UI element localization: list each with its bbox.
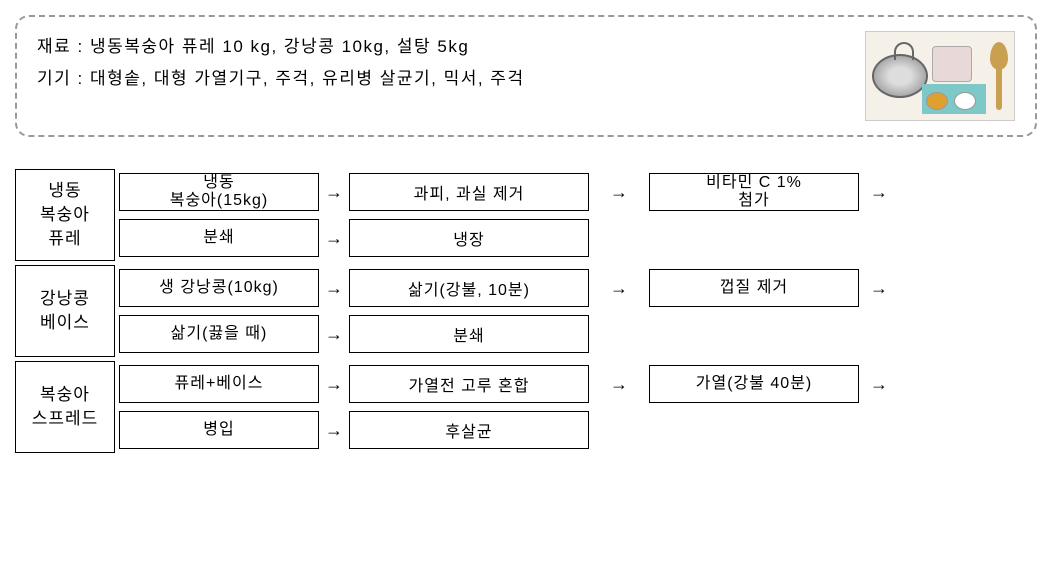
ingredients-line: 재료 : 냉동복숭아 퓨레 10 kg, 강낭콩 10kg, 설탕 5kg: [37, 31, 525, 63]
group-rows: 생 강낭콩(10kg)→삶기(강불, 10분)→껍질 제거→삶기(끓을 때)→분…: [115, 265, 1037, 357]
step-box: 후살균: [349, 411, 589, 449]
info-text: 재료 : 냉동복숭아 퓨레 10 kg, 강낭콩 10kg, 설탕 5kg 기기…: [37, 31, 525, 96]
arrow-icon: →: [589, 182, 649, 203]
equipment-line: 기기 : 대형솥, 대형 가열기구, 주걱, 유리병 살균기, 믹서, 주걱: [37, 63, 525, 95]
group-label: 강낭콩 베이스: [15, 265, 115, 357]
arrow-icon: →: [319, 374, 349, 395]
spoon-icon: [990, 42, 1008, 70]
flow-row: 생 강낭콩(10kg)→삶기(강불, 10분)→껍질 제거→: [115, 267, 1037, 309]
step-box: 삶기(강불, 10분): [349, 269, 589, 307]
pan-icon: [872, 54, 928, 98]
info-box: 재료 : 냉동복숭아 퓨레 10 kg, 강낭콩 10kg, 설탕 5kg 기기…: [15, 15, 1037, 137]
flow-row: 병입→후살균: [115, 409, 1037, 451]
group-label: 복숭아 스프레드: [15, 361, 115, 453]
arrow-icon: →: [319, 182, 349, 203]
step-box: 퓨레+베이스: [119, 365, 319, 403]
small-bowl2-icon: [954, 92, 976, 110]
ingredients-text: 냉동복숭아 퓨레 10 kg, 강낭콩 10kg, 설탕 5kg: [90, 37, 469, 56]
flow-group: 복숭아 스프레드퓨레+베이스→가열전 고루 혼합→가열(강불 40분)→병입→후…: [15, 361, 1037, 453]
flow-row: 삶기(끓을 때)→분쇄: [115, 313, 1037, 355]
flow-group: 냉동 복숭아 퓨레냉동 복숭아(15kg)→과피, 과실 제거→비타민 C 1%…: [15, 169, 1037, 261]
arrow-icon: →: [859, 374, 899, 395]
step-box: 분쇄: [349, 315, 589, 353]
equipment-text: 대형솥, 대형 가열기구, 주걱, 유리병 살균기, 믹서, 주걱: [90, 69, 525, 88]
flow-table: 냉동 복숭아 퓨레냉동 복숭아(15kg)→과피, 과실 제거→비타민 C 1%…: [15, 169, 1037, 453]
step-box: 삶기(끓을 때): [119, 315, 319, 353]
equipment-photo: [865, 31, 1015, 121]
step-box: 비타민 C 1% 첨가: [649, 173, 859, 211]
ingredients-label: 재료 :: [37, 37, 84, 56]
step-box: 가열전 고루 혼합: [349, 365, 589, 403]
step-box: 병입: [119, 411, 319, 449]
flow-row: 냉동 복숭아(15kg)→과피, 과실 제거→비타민 C 1% 첨가→: [115, 171, 1037, 213]
arrow-icon: →: [859, 278, 899, 299]
arrow-icon: →: [319, 228, 349, 249]
equipment-label: 기기 :: [37, 69, 84, 88]
small-bowl-icon: [926, 92, 948, 110]
step-box: 가열(강불 40분): [649, 365, 859, 403]
step-box: 냉동 복숭아(15kg): [119, 173, 319, 211]
flow-row: 분쇄→냉장: [115, 217, 1037, 259]
arrow-icon: →: [589, 278, 649, 299]
step-box: 분쇄: [119, 219, 319, 257]
bowl-icon: [932, 46, 972, 82]
flow-group: 강낭콩 베이스생 강낭콩(10kg)→삶기(강불, 10분)→껍질 제거→삶기(…: [15, 265, 1037, 357]
step-box: 생 강낭콩(10kg): [119, 269, 319, 307]
group-label: 냉동 복숭아 퓨레: [15, 169, 115, 261]
group-rows: 퓨레+베이스→가열전 고루 혼합→가열(강불 40분)→병입→후살균: [115, 361, 1037, 453]
arrow-icon: →: [589, 374, 649, 395]
arrow-icon: →: [859, 182, 899, 203]
step-box: 냉장: [349, 219, 589, 257]
arrow-icon: →: [319, 278, 349, 299]
step-box: 껍질 제거: [649, 269, 859, 307]
arrow-icon: →: [319, 324, 349, 345]
flow-row: 퓨레+베이스→가열전 고루 혼합→가열(강불 40분)→: [115, 363, 1037, 405]
arrow-icon: →: [319, 420, 349, 441]
group-rows: 냉동 복숭아(15kg)→과피, 과실 제거→비타민 C 1% 첨가→분쇄→냉장: [115, 169, 1037, 261]
step-box: 과피, 과실 제거: [349, 173, 589, 211]
